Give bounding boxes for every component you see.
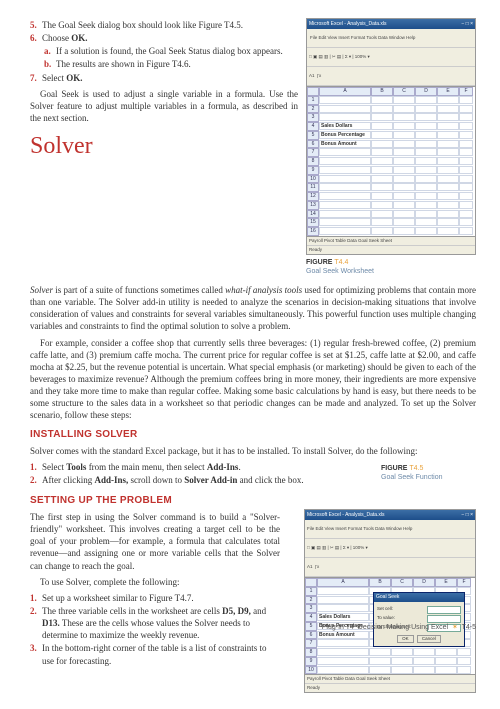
setup-item-3: 3.In the bottom-right corner of the tabl… xyxy=(30,642,280,666)
tab-list: Payroll Pivot Table Data Goal Seek Sheet xyxy=(309,238,392,243)
menu-items: File Edit View Insert Format Tools Data … xyxy=(309,35,416,41)
heading-solver: Solver xyxy=(30,130,298,162)
paragraph-setup-2: To use Solver, complete the following: xyxy=(30,576,280,588)
sheet-tabs: Payroll Pivot Table Data Goal Seek Sheet xyxy=(307,236,475,245)
fx-icon: ƒx xyxy=(317,73,322,79)
figure-caption: FIGURE T4.4 Goal Seek Worksheet xyxy=(306,258,476,276)
setup-item-1: 1.Set up a worksheet similar to Figure T… xyxy=(30,592,280,604)
install-item-2: 2.After clicking Add-Ins, scroll down to… xyxy=(30,474,476,486)
caption-label: FIGURE xyxy=(306,259,334,266)
paragraph-goalseek-summary: Goal Seek is used to adjust a single var… xyxy=(30,88,298,124)
list-item-6: 6.Choose OK. xyxy=(30,32,298,44)
list-item-6b: b.The results are shown in Figure T4.6. xyxy=(44,58,298,70)
list-item-7: 7.Select OK. xyxy=(30,72,298,84)
heading-setup-problem: SETTING UP THE PROBLEM xyxy=(30,494,476,508)
sheet-tabs-2: Payroll Pivot Table Data Goal Seek Sheet xyxy=(305,674,475,683)
list-item-6a: a.If a solution is found, the Goal Seek … xyxy=(44,45,298,57)
formula-bar: A1 ƒx xyxy=(307,67,475,86)
status-bar: Ready xyxy=(307,245,475,254)
formula-bar-2: A1 ƒx xyxy=(305,558,475,577)
menubar: File Edit View Insert Format Tools Data … xyxy=(307,29,475,48)
window-controls: − □ × xyxy=(461,21,473,28)
setup-item-2: 2.The three variable cells in the worksh… xyxy=(30,605,280,641)
cell-a6: Bonus Amount xyxy=(319,140,371,148)
paragraph-install: Solver comes with the standard Excel pac… xyxy=(30,445,476,457)
heading-installing-solver: INSTALLING SOLVER xyxy=(30,428,476,442)
goal-seek-dialog: Goal Seek Set cell: To value: By changin… xyxy=(373,592,465,647)
toolbar-standard: □ ▣ ▤ ▥ | ✂ ▤ | Σ ▾ | 100% ▾ xyxy=(307,48,475,67)
cancel-button[interactable]: Cancel xyxy=(417,635,441,643)
list-item-5: 5.The Goal Seek dialog box should look l… xyxy=(30,19,298,31)
cell-a4: Sales Dollars xyxy=(319,122,371,130)
ok-button[interactable]: OK xyxy=(397,635,414,643)
caption-code: T4.4 xyxy=(334,259,348,266)
caption-desc: Goal Seek Worksheet xyxy=(306,268,374,275)
paragraph-solver-1: Solver is part of a suite of functions s… xyxy=(30,284,476,333)
paragraph-setup-1: The first step in using the Solver comma… xyxy=(30,511,280,572)
toolbar-icons: □ ▣ ▤ ▥ | ✂ ▤ | Σ ▾ | 100% ▾ xyxy=(309,54,370,60)
spreadsheet-grid: ABCDEF 1 2 3 4Sales Dollars 5Bonus Perce… xyxy=(307,86,475,236)
figure-goal-seek-worksheet: Microsoft Excel - Analysis_Data.xls − □ … xyxy=(306,18,476,255)
menubar-2: File Edit View Insert Format Tools Data … xyxy=(305,520,475,539)
toolbar-2: □ ▣ ▤ ▥ | ✂ ▤ | Σ ▾ | 100% ▾ xyxy=(305,539,475,558)
paragraph-solver-2: For example, consider a coffee shop that… xyxy=(30,337,476,422)
page-footer: Plug-In T4 Decision Making Using Excel ✶… xyxy=(322,623,476,632)
figure-goal-seek-function: Microsoft Excel - Analysis_Data.xls − □ … xyxy=(304,509,476,693)
install-item-1: 1.Select Tools from the main menu, then … xyxy=(30,461,476,473)
window-titlebar: Microsoft Excel - Analysis_Data.xls − □ … xyxy=(307,19,475,29)
window-titlebar-2: Microsoft Excel - Analysis_Data.xls − □ … xyxy=(305,510,475,520)
window-title: Microsoft Excel - Analysis_Data.xls xyxy=(309,21,387,28)
name-box: A1 xyxy=(309,73,315,79)
cell-a5: Bonus Percentage xyxy=(319,131,371,139)
